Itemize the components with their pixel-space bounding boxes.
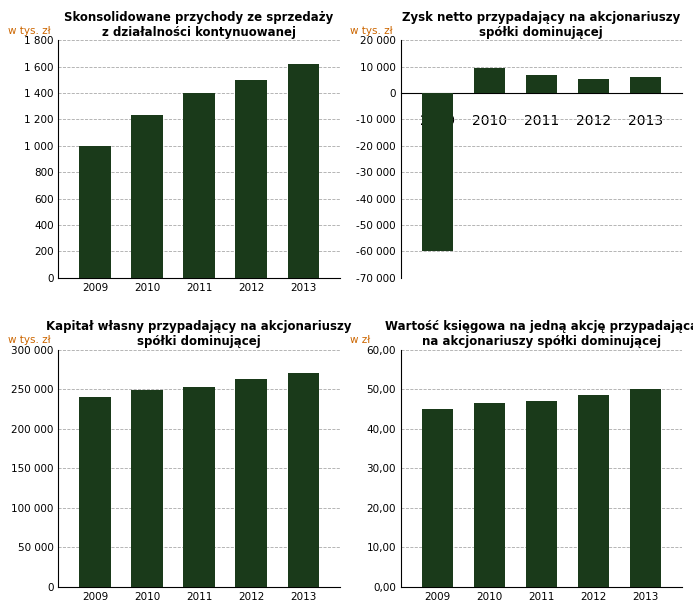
Bar <box>79 146 111 278</box>
Bar <box>132 115 163 278</box>
Bar <box>578 78 609 93</box>
Bar <box>578 395 609 587</box>
Bar <box>630 389 661 587</box>
Text: w tys. zł: w tys. zł <box>8 26 51 36</box>
Bar <box>184 387 215 587</box>
Text: w tys. zł: w tys. zł <box>350 26 393 36</box>
Bar <box>236 80 267 278</box>
Text: w tys. zł: w tys. zł <box>8 335 51 345</box>
Bar <box>421 409 453 587</box>
Bar <box>288 373 319 587</box>
Text: w zł: w zł <box>350 335 370 345</box>
Bar <box>473 403 505 587</box>
Bar <box>184 93 215 278</box>
Bar <box>236 379 267 587</box>
Bar <box>473 68 505 93</box>
Bar <box>630 77 661 93</box>
Bar <box>79 397 111 587</box>
Bar <box>526 401 557 587</box>
Title: Kapitał własny przypadający na akcjonariuszy
spółki dominującej: Kapitał własny przypadający na akcjonari… <box>46 321 352 348</box>
Title: Skonsolidowane przychody ze sprzedaży
z działalności kontynuowanej: Skonsolidowane przychody ze sprzedaży z … <box>64 11 333 39</box>
Bar <box>288 64 319 278</box>
Bar <box>132 390 163 587</box>
Bar <box>421 93 453 251</box>
Title: Zysk netto przypadający na akcjonariuszy
spółki dominującej: Zysk netto przypadający na akcjonariuszy… <box>402 11 681 39</box>
Bar <box>526 75 557 93</box>
Title: Wartość księgowa na jedną akcję przypadająca
na akcjonariuszy spółki dominującej: Wartość księgowa na jedną akcję przypada… <box>385 321 693 348</box>
